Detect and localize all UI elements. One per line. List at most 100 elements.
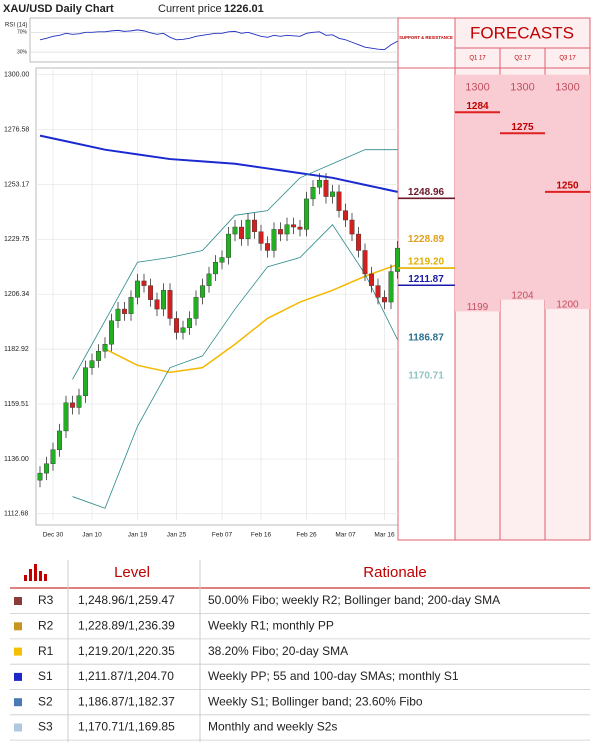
forecast-high: 1300: [510, 82, 534, 94]
row-rationale: 38.20% Fibo; 20-day SMA: [208, 644, 348, 658]
candle: [310, 180, 316, 206]
row-level: 1,248.96/1,259.47: [78, 593, 175, 607]
y-tick-label: 1182.92: [4, 346, 29, 353]
candle-body: [50, 449, 56, 464]
row-swatch: [14, 647, 22, 656]
candle: [284, 217, 290, 242]
candle-body: [395, 247, 401, 272]
candle-body: [388, 271, 394, 303]
candle-body: [180, 327, 186, 333]
row-level: 1,186.87/1,182.37: [78, 694, 175, 708]
forecast-value: 1250: [556, 181, 579, 192]
rsi-label: RSI (14): [5, 23, 27, 29]
candle: [245, 212, 251, 246]
row-code: R3: [38, 593, 54, 607]
forecast-low: 1199: [467, 302, 489, 313]
icon-bar: [44, 574, 47, 581]
row-code: S1: [38, 669, 53, 683]
candle: [167, 283, 173, 326]
candle-body: [108, 320, 114, 345]
candle-body: [154, 299, 160, 310]
candle: [336, 184, 342, 218]
candle: [343, 203, 349, 228]
candle-body: [212, 261, 218, 275]
row-code: R1: [38, 644, 54, 658]
y-tick-label: 1206.34: [4, 291, 29, 298]
level-label: 1186.87: [408, 332, 444, 343]
rsi-tick-label: 70%: [17, 30, 28, 36]
row-rationale: Weekly R1; monthly PP: [208, 618, 334, 632]
candle-body: [219, 257, 225, 263]
candle: [375, 278, 381, 305]
candle-body: [265, 243, 271, 251]
candle: [57, 423, 63, 457]
candle-body: [369, 273, 375, 286]
overlay-line: [72, 224, 398, 509]
x-tick-label: Mar 07: [335, 532, 356, 539]
forecast-low: 1204: [511, 290, 534, 301]
x-tick-label: Feb 07: [212, 532, 233, 539]
forecast-low: 1200: [556, 300, 579, 311]
forecast-high: 1300: [465, 82, 489, 94]
candle-body: [115, 308, 121, 321]
y-tick-label: 1112.68: [4, 511, 28, 518]
row-code: S3: [38, 720, 53, 734]
row-level: 1,219.20/1,220.35: [78, 644, 175, 658]
overlay-line: [39, 134, 398, 193]
candle: [186, 311, 192, 335]
x-tick-label: Feb 16: [251, 532, 272, 539]
quarter-label: Q3 17: [559, 56, 576, 62]
candle-body: [258, 231, 264, 244]
candle-body: [310, 186, 316, 200]
y-tick-label: 1229.75: [4, 236, 29, 243]
candle: [69, 395, 75, 415]
candle: [395, 241, 401, 279]
candle-body: [317, 179, 323, 188]
candle: [134, 273, 140, 305]
icon-bar: [39, 571, 42, 581]
overlay-line: [72, 149, 398, 380]
candle-body: [82, 367, 88, 396]
candle: [63, 395, 69, 438]
candle-body: [291, 224, 297, 228]
candle-body: [95, 351, 101, 361]
candle-body: [356, 233, 362, 251]
row-level: 1,228.89/1,236.39: [78, 618, 175, 632]
chart-title: XAU/USD Daily Chart: [3, 3, 114, 15]
forecast-range: [500, 74, 545, 300]
candle-body: [336, 191, 342, 211]
candle-body: [245, 219, 251, 239]
y-tick-label: 1300.00: [4, 72, 29, 79]
candle-body: [199, 285, 205, 298]
rsi-tick-label: 30%: [17, 49, 28, 55]
icon-bar: [34, 564, 37, 581]
candle: [382, 290, 388, 310]
candle-body: [349, 219, 355, 235]
candle: [278, 222, 284, 242]
icon-bar: [29, 569, 32, 581]
candle: [82, 360, 88, 403]
candle: [193, 290, 199, 326]
candle: [102, 337, 108, 359]
candle-body: [69, 402, 75, 408]
candle-body: [271, 229, 277, 251]
candle: [317, 173, 323, 195]
x-tick-label: Dec 30: [43, 532, 64, 539]
candle: [95, 344, 101, 368]
forecast-value: 1275: [511, 122, 534, 133]
level-label: 1170.71: [408, 370, 444, 381]
candle: [265, 236, 271, 258]
row-swatch: [14, 698, 22, 707]
row-swatch: [14, 723, 22, 732]
rsi-line: [39, 29, 398, 51]
candle: [89, 353, 95, 375]
candle-body: [232, 226, 238, 235]
table-header: Rationale: [363, 564, 426, 581]
table-icon: [24, 564, 47, 581]
candle: [50, 442, 56, 471]
candle: [160, 283, 166, 317]
candle: [199, 278, 205, 305]
candle-body: [134, 280, 140, 298]
current-price: 1226.01: [224, 3, 264, 15]
